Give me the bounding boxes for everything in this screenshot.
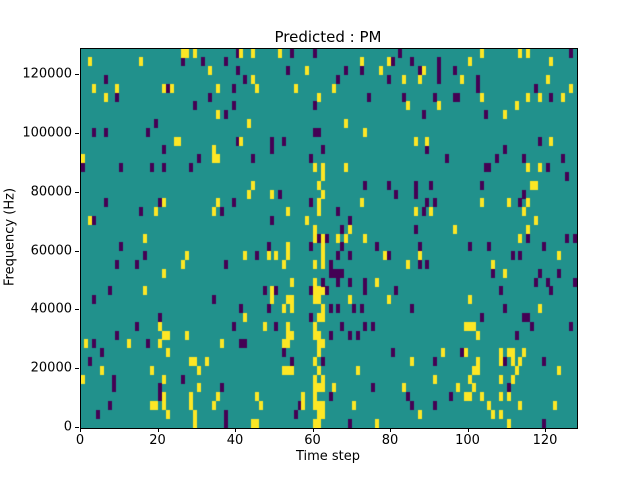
x-tick-mark [157,428,159,432]
x-tick-mark [545,428,546,432]
x-axis-label: Time step [295,449,361,464]
x-tick-label: 80 [381,433,399,448]
y-tick-mark [75,309,79,311]
y-tick-mark [75,250,79,252]
plot-area [80,48,578,429]
y-tick-mark [75,74,79,76]
y-tick-mark [75,191,79,193]
x-tick-mark [80,428,81,432]
x-tick-mark [467,428,469,432]
heatmap-canvas [81,49,577,428]
y-tick-mark [75,368,79,370]
y-tick-mark [75,427,79,428]
x-tick-mark [312,428,314,432]
x-tick-label: 20 [149,433,166,448]
y-tick-label: 80000 [30,184,72,200]
x-tick-mark [235,428,236,432]
y-tick-label: 120000 [22,66,72,82]
y-tick-label: 0 [63,419,72,435]
x-tick-mark [390,428,391,432]
x-tick-label: 100 [455,433,480,448]
y-tick-label: 40000 [30,301,72,317]
x-tick-label: 0 [75,433,85,448]
y-tick-label: 20000 [30,360,72,376]
x-tick-label: 120 [532,433,558,448]
chart-title: Predicted : PM [274,28,382,46]
y-tick-mark [75,133,79,135]
x-tick-label: 60 [304,433,321,448]
y-tick-label: 100000 [22,125,72,141]
y-axis-label: Frequency (Hz) [2,187,18,287]
x-tick-label: 40 [226,433,244,448]
y-tick-label: 60000 [30,243,72,259]
